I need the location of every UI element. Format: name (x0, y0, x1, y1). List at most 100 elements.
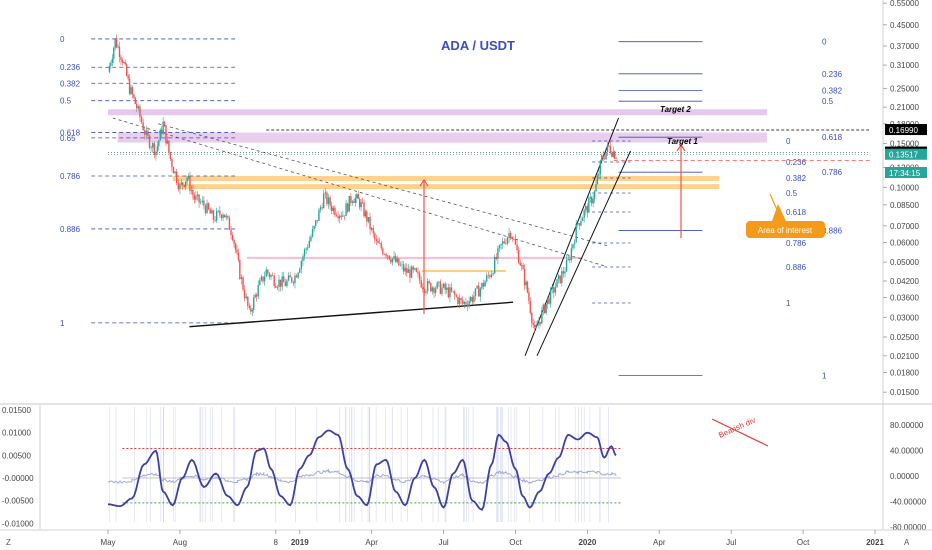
candle-body-305 (583, 210, 585, 218)
candle-body-308 (588, 198, 590, 213)
candle-body-310 (590, 197, 593, 204)
indicator-right-tick-1: 40.00000 (890, 447, 924, 456)
candle-body-222 (454, 291, 456, 296)
candle-body-86 (239, 259, 241, 280)
candle-body-20 (137, 106, 140, 109)
price-tick-label-17: 0.02500 (890, 333, 919, 342)
candle-body-246 (492, 273, 494, 275)
area-of-interest-callout[interactable]: Area of interest (746, 204, 825, 238)
candle-body-287 (554, 287, 557, 293)
candle-body-252 (501, 241, 504, 244)
candle-body-5 (115, 38, 118, 48)
candle-body-286 (553, 286, 555, 293)
candle-body-219 (449, 287, 451, 298)
fib-inner-label-0: 0 (786, 137, 791, 146)
candle-body-148 (337, 215, 339, 219)
candle-body-123 (297, 272, 299, 278)
indicator-left-tick-5: -0.01000 (2, 519, 34, 528)
time-axis[interactable]: May Aug 8 2019 Apr Jul Oct 2020 Apr Jul Oct 2021 (100, 530, 884, 547)
candle-body-18 (134, 97, 137, 105)
candle-body-202 (422, 287, 424, 289)
fib-left-label-0: 0 (60, 35, 65, 44)
candle-body-62 (201, 200, 203, 203)
fib-left-label-2: 0.382 (60, 79, 81, 88)
candle-body-315 (598, 174, 600, 176)
candle-body-29 (152, 143, 154, 148)
candle-body-272 (532, 322, 534, 325)
candle-body-91 (247, 296, 249, 306)
indicator-right-tick-4: -80.00000 (890, 523, 927, 532)
candle-body-68 (211, 210, 213, 214)
candle-body-199 (417, 271, 419, 274)
fib-left-label-6: 0.786 (60, 172, 81, 181)
price-tick-label-1: 0.45000 (890, 21, 919, 30)
candle-body-220 (450, 287, 453, 292)
candle-body-69 (212, 210, 215, 220)
candle-body-46 (177, 183, 180, 190)
candle-body-53 (187, 176, 190, 178)
candle-body-300 (575, 224, 577, 243)
candle-body-117 (287, 275, 290, 281)
price-axis[interactable]: 0.55000 0.45000 0.37000 0.31000 0.25000 0.210… (882, 0, 919, 404)
candle-body-89 (243, 289, 246, 299)
candle-body-211 (436, 282, 438, 289)
trend-lines (108, 117, 871, 357)
fib-left-label-4: 0.618 (60, 129, 81, 138)
candle-body-228 (463, 301, 466, 304)
candle-body-138 (321, 207, 323, 209)
target-1-label: Target 1 (667, 137, 698, 146)
candle-body-317 (601, 155, 603, 161)
candle-body-188 (399, 264, 402, 266)
candle-body-49 (182, 182, 184, 186)
fib-right-label-7: 1 (822, 372, 827, 381)
candle-body-217 (446, 287, 448, 290)
candle-body-105 (268, 273, 271, 277)
candle-body-280 (544, 304, 546, 314)
candle-body-22 (140, 117, 143, 123)
price-tag-bg-2 (885, 148, 927, 160)
candle-body-136 (318, 209, 320, 221)
candle-body-74 (220, 214, 223, 219)
candle-body-35 (160, 129, 163, 134)
candle-body-201 (420, 280, 422, 288)
candle-body-40 (168, 140, 170, 153)
candle-body-255 (506, 237, 509, 244)
indicator-left-tick-2: 0.00500 (2, 451, 31, 460)
price-tick-label-14: 0.04200 (890, 277, 919, 286)
candle-body-32 (156, 146, 159, 152)
candle-body-206 (428, 281, 430, 283)
candle-body-200 (418, 273, 421, 281)
candle-body-154 (346, 203, 349, 212)
price-tick-label-15: 0.03600 (890, 294, 919, 303)
indicator-right-tick-2: 0.00000 (890, 472, 919, 481)
candle-body-245 (490, 274, 493, 278)
candle-body-114 (283, 276, 285, 283)
candle-body-88 (242, 277, 244, 290)
auto-scale-icon[interactable]: A (904, 538, 910, 547)
candle-body-96 (254, 294, 256, 298)
candle-body-64 (204, 205, 207, 214)
candle-body-321 (606, 145, 609, 153)
candle-body-42 (171, 159, 173, 168)
candle-body-216 (444, 283, 446, 290)
fib-right-label-0: 0 (822, 38, 827, 47)
time-tick-label-6: Oct (509, 538, 522, 547)
timezone-icon[interactable]: Z (6, 538, 11, 547)
candle-body-242 (486, 275, 488, 282)
candle-body-269 (528, 292, 530, 301)
candle-body-112 (279, 279, 282, 287)
candle-body-94 (251, 309, 253, 312)
candle-body-262 (517, 249, 520, 264)
candle-body-101 (262, 276, 264, 282)
candle-body-197 (414, 268, 416, 270)
candle-body-167 (366, 211, 368, 222)
candle-body-137 (319, 207, 322, 210)
candle-body-28 (150, 147, 152, 149)
candle-body-139 (323, 193, 325, 209)
fib-left-label-1: 0.236 (60, 63, 81, 72)
price-tick-label-10: 0.08500 (890, 201, 919, 210)
candle-body-1 (110, 62, 112, 67)
candle-body-45 (176, 171, 178, 184)
